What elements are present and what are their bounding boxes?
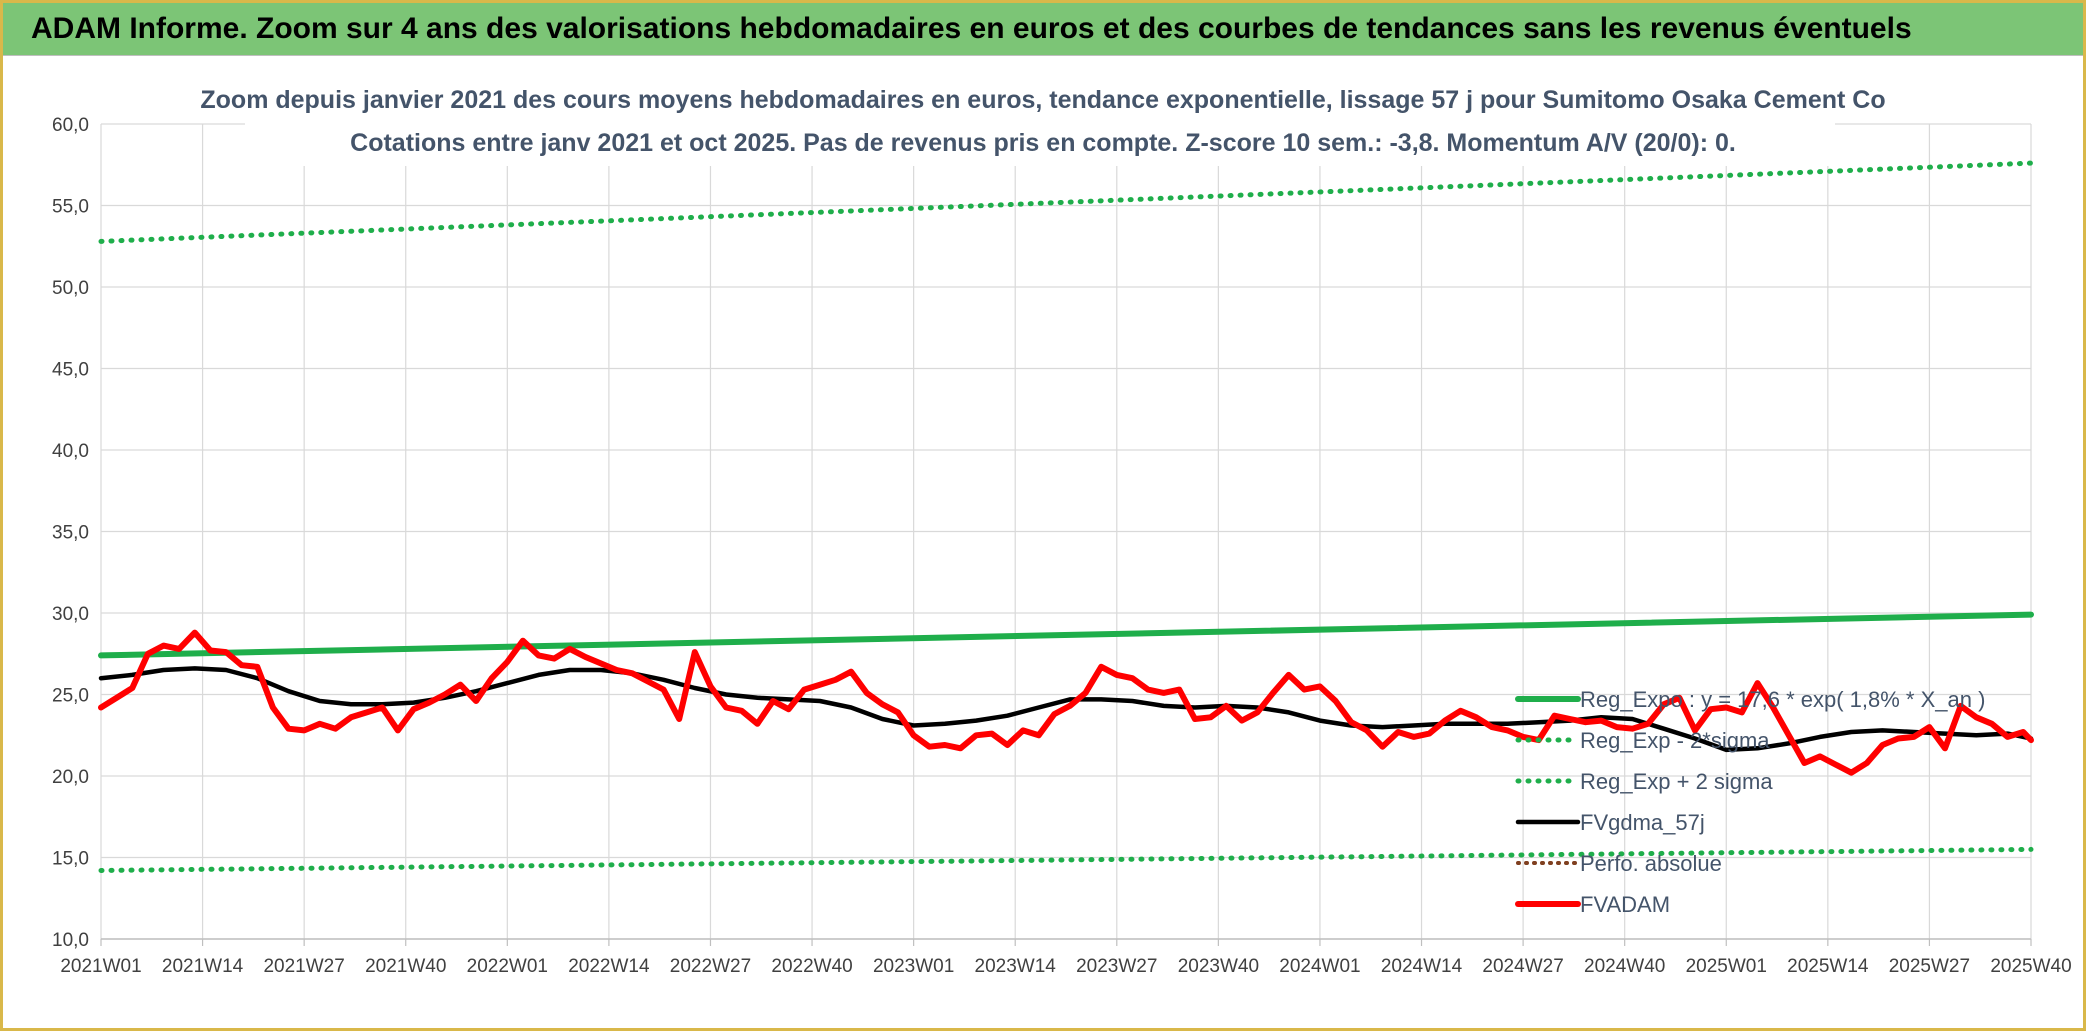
chart-subtitle: Cotations entre janv 2021 et oct 2025. P… bbox=[350, 129, 1736, 157]
legend-label-reg-minus: Reg_Exp - 2*sigma bbox=[1580, 728, 1770, 753]
series-line-fvadam bbox=[98, 629, 2034, 776]
x-axis-tick-labels: 2021W01 2021W14 2021W27 2021W40 2022W01 2022W… bbox=[60, 956, 2071, 977]
x-tick-label: 2025W40 bbox=[1990, 956, 2071, 977]
legend-label-fvadam: FVADAM bbox=[1580, 892, 1670, 917]
x-tick-label: 2021W40 bbox=[365, 956, 446, 977]
y-tick-label: 25,0 bbox=[52, 686, 89, 707]
legend-label-fvgdma: FVgdma_57j bbox=[1580, 810, 1705, 835]
series-line-reg-expo bbox=[98, 611, 2034, 659]
x-tick-label: 2023W01 bbox=[873, 956, 954, 977]
x-tick-label: 2023W40 bbox=[1178, 956, 1259, 977]
line-chart: 10,0 15,0 20,0 25,0 30,0 35,0 40,0 45,0 50,0 55,0… bbox=[52, 80, 2072, 977]
y-tick-label: 10,0 bbox=[52, 930, 89, 951]
x-tick-label: 2021W27 bbox=[263, 956, 344, 977]
x-tick-label: 2025W27 bbox=[1889, 956, 1970, 977]
chart-title-background bbox=[245, 80, 1835, 166]
x-tick-label: 2021W14 bbox=[162, 956, 244, 977]
x-tick-label: 2022W14 bbox=[568, 956, 650, 977]
x-tick-label: 2022W40 bbox=[771, 956, 852, 977]
x-tick-label: 2021W01 bbox=[60, 956, 141, 977]
legend-label-reg-expo: Reg_Expo : y = 17,6 * exp( 1,8% * X_an ) bbox=[1580, 687, 1985, 712]
y-tick-label: 60,0 bbox=[52, 115, 89, 136]
y-tick-label: 15,0 bbox=[52, 849, 89, 870]
x-tick-label: 2022W01 bbox=[467, 956, 548, 977]
y-tick-label: 45,0 bbox=[52, 360, 89, 381]
y-tick-label: 20,0 bbox=[52, 767, 89, 788]
y-tick-label: 40,0 bbox=[52, 441, 89, 462]
x-tick-label: 2023W14 bbox=[975, 956, 1057, 977]
x-tick-label: 2025W01 bbox=[1686, 956, 1767, 977]
y-tick-label: 50,0 bbox=[52, 278, 89, 299]
y-tick-label: 30,0 bbox=[52, 604, 89, 625]
series-line-reg-plus bbox=[98, 160, 2034, 244]
x-tick-label: 2024W01 bbox=[1279, 956, 1360, 977]
report-banner-title: ADAM Informe. Zoom sur 4 ans des valoris… bbox=[3, 3, 2083, 55]
x-tick-label: 2024W27 bbox=[1482, 956, 1563, 977]
chart-axes bbox=[100, 938, 2032, 946]
chart-area: 10,0 15,0 20,0 25,0 30,0 35,0 40,0 45,0 50,0 55,0… bbox=[3, 55, 2083, 1029]
series-line-fvgdma bbox=[98, 666, 2034, 753]
chart-series bbox=[98, 160, 2034, 873]
y-tick-label: 35,0 bbox=[52, 523, 89, 544]
y-tick-label: 55,0 bbox=[52, 197, 89, 218]
y-axis-tick-labels: 10,0 15,0 20,0 25,0 30,0 35,0 40,0 45,0 50,0 55,0… bbox=[52, 115, 89, 951]
chart-legend: Reg_Expo : y = 17,6 * exp( 1,8% * X_an )… bbox=[1515, 687, 1985, 917]
x-tick-label: 2022W27 bbox=[670, 956, 751, 977]
x-tick-label: 2024W40 bbox=[1584, 956, 1665, 977]
chart-title: Zoom depuis janvier 2021 des cours moyen… bbox=[200, 86, 1885, 114]
x-tick-label: 2023W27 bbox=[1076, 956, 1157, 977]
legend-label-reg-plus: Reg_Exp + 2 sigma bbox=[1580, 769, 1773, 794]
legend-label-perfo: Perfo. absolue bbox=[1580, 851, 1722, 876]
x-tick-label: 2024W14 bbox=[1381, 956, 1463, 977]
series-line-reg-minus bbox=[98, 846, 2034, 873]
chart-grid bbox=[100, 123, 2032, 940]
x-tick-label: 2025W14 bbox=[1787, 956, 1869, 977]
